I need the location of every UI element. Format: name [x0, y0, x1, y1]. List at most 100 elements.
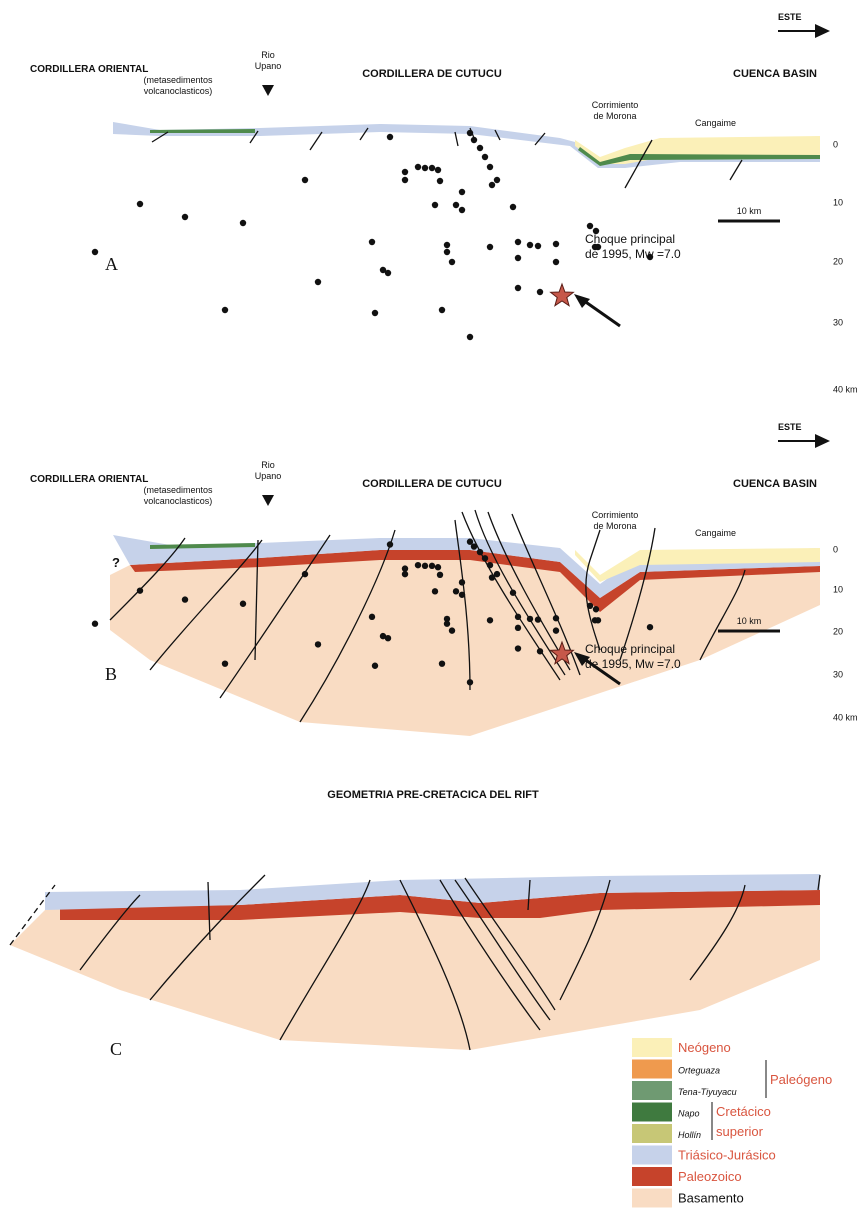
legend-swatch [632, 1081, 672, 1100]
earthquake [429, 165, 435, 171]
earthquake [647, 624, 653, 630]
legend-swatch [632, 1124, 672, 1143]
river-marker [262, 85, 274, 96]
scale-label: 10 km [737, 616, 762, 626]
region-label: (metasedimentos [143, 75, 213, 85]
panel-letter: B [105, 664, 117, 684]
legend-label: Tena-Tiyuyacu [678, 1087, 737, 1097]
earthquake [315, 279, 321, 285]
earthquake [459, 189, 465, 195]
depth-label: 40 km [833, 384, 858, 394]
arrowhead [574, 294, 590, 308]
earthquake [494, 571, 500, 577]
panel-c-title: GEOMETRIA PRE-CRETACICA DEL RIFT [327, 789, 539, 801]
earthquake [467, 679, 473, 685]
arrow [778, 24, 830, 38]
earthquake [535, 616, 541, 622]
legend-swatch [632, 1038, 672, 1057]
legend-label: Orteguaza [678, 1066, 720, 1076]
earthquake [369, 239, 375, 245]
legend-swatch [632, 1146, 672, 1165]
earthquake [302, 177, 308, 183]
earthquake [593, 606, 599, 612]
earthquake [482, 555, 488, 561]
panel-a-layers [113, 122, 820, 188]
earthquake [372, 310, 378, 316]
earthquake [415, 164, 421, 170]
region-label: CUENCA BASIN [733, 68, 817, 80]
region-label: volcanoclasticos) [144, 496, 213, 506]
earthquake [535, 243, 541, 249]
region-label: CORDILLERA ORIENTAL [30, 474, 148, 485]
earthquake [487, 562, 493, 568]
region-label: CORDILLERA DE CUTUCU [362, 478, 502, 490]
mainshock-label: de 1995, Mw =7.0 [585, 657, 681, 671]
earthquake [315, 641, 321, 647]
mainshock-label: de 1995, Mw =7.0 [585, 247, 681, 261]
fault-label: de Morona [593, 521, 636, 531]
scale-label: 10 km [737, 206, 762, 216]
earthquake [432, 202, 438, 208]
region-label: CORDILLERA DE CUTUCU [362, 68, 502, 80]
earthquake [429, 563, 435, 569]
legend-label: Triásico-Jurásico [678, 1148, 776, 1163]
earthquake [527, 242, 533, 248]
legend-group: Cretácico [716, 1104, 771, 1119]
direction: ESTE [778, 422, 802, 432]
earthquake [595, 617, 601, 623]
earthquake [553, 627, 559, 633]
earthquake [369, 614, 375, 620]
earthquake [415, 562, 421, 568]
depth-label: 40 km [833, 712, 858, 722]
fault-label: de Morona [593, 111, 636, 121]
earthquake [489, 182, 495, 188]
river-label: Rio [261, 50, 275, 60]
earthquake [137, 587, 143, 593]
earthquake [444, 621, 450, 627]
earthquake [587, 603, 593, 609]
mainshock-star [551, 284, 574, 306]
earthquake [137, 201, 143, 207]
region-label: CUENCA BASIN [733, 478, 817, 490]
earthquake [515, 239, 521, 245]
region-label: (metasedimentos [143, 485, 213, 495]
earthquake [537, 648, 543, 654]
earthquake [402, 571, 408, 577]
legend: NeógenoOrteguazaTena-TiyuyacuNapoHollínT… [632, 1038, 832, 1208]
earthquake [515, 255, 521, 261]
earthquake [537, 289, 543, 295]
earthquake [182, 596, 188, 602]
earthquake [422, 165, 428, 171]
arrow [778, 434, 830, 448]
earthquake [387, 541, 393, 547]
earthquake [222, 307, 228, 313]
depth-label: 20 [833, 626, 843, 636]
earthquake [385, 635, 391, 641]
earthquake [494, 177, 500, 183]
earthquake [471, 137, 477, 143]
depth-label: 10 [833, 197, 843, 207]
earthquake [432, 588, 438, 594]
figure: GEOMETRIA PRE-CRETACICA DEL RIFT C Neóge… [0, 0, 866, 1221]
depth-label: 0 [833, 544, 838, 554]
earthquake [482, 154, 488, 160]
mainshock-label: Choque principal [585, 232, 675, 246]
panel-b-layers [110, 510, 820, 736]
earthquake [453, 588, 459, 594]
panel-letter: A [105, 254, 118, 274]
earthquake [515, 645, 521, 651]
direction: ESTE [778, 12, 802, 22]
earthquake [487, 164, 493, 170]
legend-group: Paleógeno [770, 1072, 832, 1087]
earthquake [467, 130, 473, 136]
earthquake [222, 660, 228, 666]
legend-swatch [632, 1060, 672, 1079]
earthquake [467, 334, 473, 340]
earthquake [387, 134, 393, 140]
earthquake [182, 214, 188, 220]
panel-c-layers [10, 874, 820, 1050]
earthquake [510, 590, 516, 596]
earthquake [437, 572, 443, 578]
earthquake [92, 249, 98, 255]
earthquake [477, 549, 483, 555]
